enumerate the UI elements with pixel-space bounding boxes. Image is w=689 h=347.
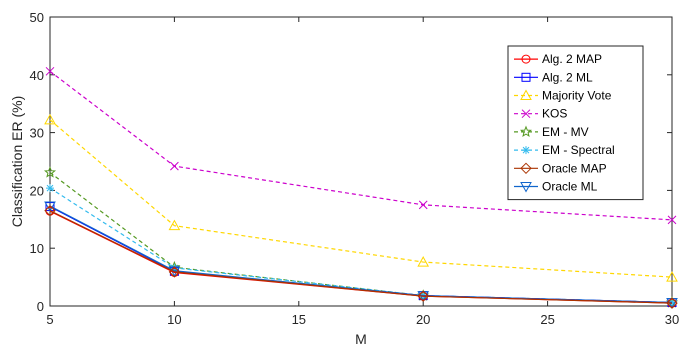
legend-marker <box>520 182 532 193</box>
data-point <box>43 166 57 178</box>
series-oracle-map <box>44 204 678 309</box>
legend-label: Oracle ML <box>542 180 598 194</box>
legend-item: KOS <box>514 107 567 121</box>
x-tick-label: 20 <box>416 312 430 327</box>
series-layer <box>43 66 679 309</box>
x-tick-label: 15 <box>292 312 306 327</box>
y-tick-label: 20 <box>30 183 44 198</box>
legend-marker <box>521 54 531 64</box>
data-point <box>168 266 181 278</box>
legend-item: EM - Spectral <box>514 143 615 157</box>
y-tick-label: 40 <box>30 68 44 83</box>
y-tick-label: 30 <box>30 126 44 141</box>
x-tick-label: 25 <box>540 312 554 327</box>
legend-item: Alg. 2 ML <box>514 70 593 84</box>
legend-marker <box>521 109 531 119</box>
legend-item: Alg. 2 MAP <box>514 52 602 66</box>
legend-marker <box>522 146 530 155</box>
legend-marker <box>519 125 533 138</box>
legend-label: EM - MV <box>542 125 589 139</box>
series-line <box>49 172 673 304</box>
legend-label: Alg. 2 MAP <box>542 52 602 66</box>
legend-item: Oracle ML <box>514 180 598 194</box>
legend-marker <box>521 72 531 82</box>
y-axis-title: Classification ER (%) <box>9 96 25 227</box>
series-line <box>49 210 673 304</box>
axes: 5 10 15 20 25 30 0 10 20 30 40 50 <box>30 10 680 327</box>
data-point <box>418 200 428 210</box>
y-tick-label: 50 <box>30 10 44 25</box>
legend-marker <box>520 162 532 175</box>
y-tick-label: 10 <box>30 241 44 256</box>
series-line <box>49 70 673 221</box>
legend-box <box>507 45 644 201</box>
legend-label: Oracle MAP <box>542 161 607 175</box>
series-majority-vote <box>44 113 678 282</box>
legend: Alg. 2 MAP Alg. 2 ML Majority Vote KOS EM - … <box>507 45 644 201</box>
data-point <box>666 297 678 309</box>
series-line <box>49 187 673 304</box>
series-kos <box>45 66 677 225</box>
legend-item: EM - MV <box>514 125 589 139</box>
legend-marker <box>520 89 532 100</box>
data-point <box>168 219 181 231</box>
legend-item: Oracle MAP <box>514 161 607 175</box>
legend-label: Alg. 2 ML <box>542 70 593 84</box>
data-point <box>44 204 56 217</box>
y-tick-label: 0 <box>37 299 44 314</box>
x-axis-title: M <box>355 331 367 347</box>
x-tick-label: 5 <box>46 312 53 327</box>
data-point <box>667 215 677 225</box>
data-point <box>417 290 429 302</box>
x-tick-label: 10 <box>167 312 181 327</box>
legend-label: KOS <box>542 107 567 121</box>
data-point <box>46 184 54 193</box>
data-point <box>417 256 430 267</box>
data-point <box>45 66 55 76</box>
data-point <box>44 201 56 213</box>
data-point <box>666 271 678 282</box>
series-line <box>49 119 673 278</box>
legend-label: EM - Spectral <box>542 143 615 157</box>
x-tick-label: 30 <box>665 312 679 327</box>
legend-item: Majority Vote <box>514 89 612 103</box>
data-point <box>170 263 179 272</box>
legend-label: Majority Vote <box>542 89 612 103</box>
data-point <box>44 113 56 125</box>
data-point <box>170 161 179 171</box>
